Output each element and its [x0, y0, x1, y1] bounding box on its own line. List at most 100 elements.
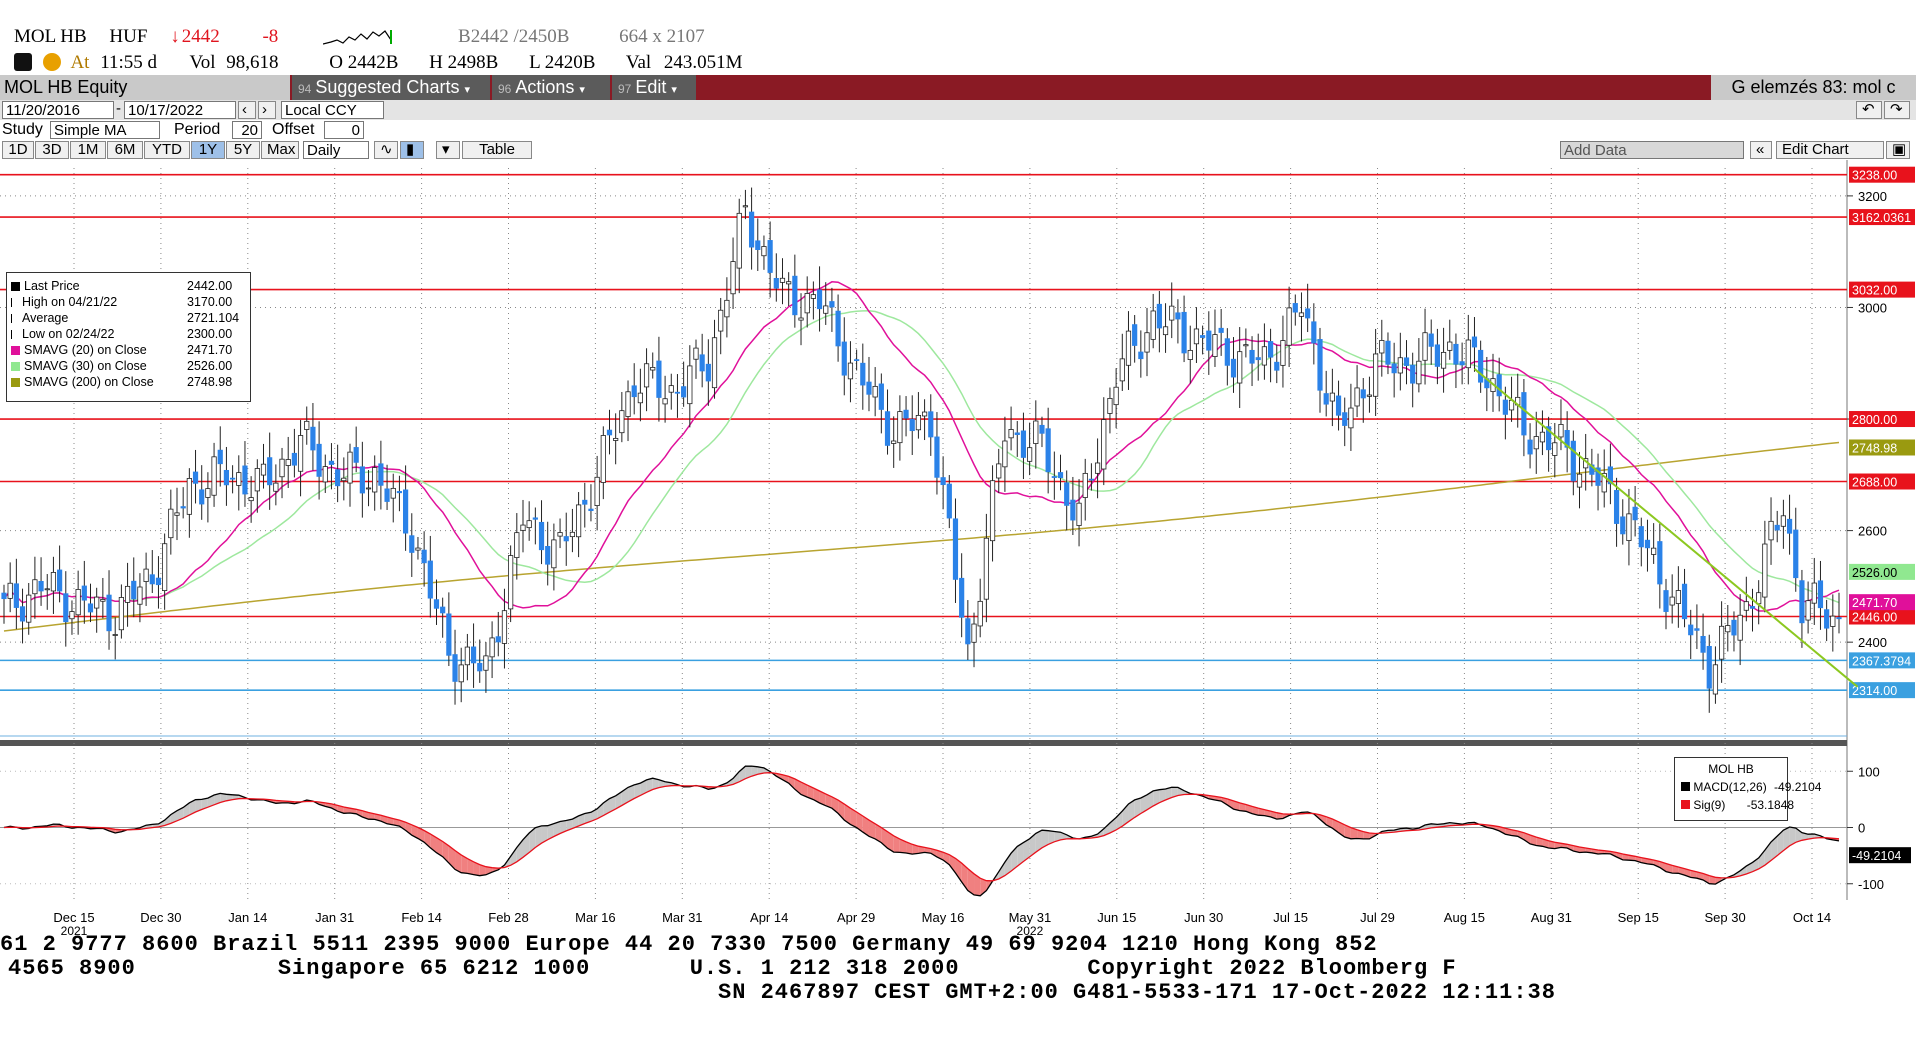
macd-fill: [1783, 827, 1790, 851]
chart-settings-icon[interactable]: ▣: [1886, 141, 1910, 159]
actions-menu[interactable]: 96 Actions ▾: [492, 75, 610, 100]
candle-body: [829, 301, 835, 308]
macd-fill: [899, 839, 907, 853]
edit-menu[interactable]: 97 Edit ▾: [612, 75, 696, 100]
candle-body: [1360, 389, 1366, 399]
candle-body: [1335, 395, 1342, 416]
redo-icon[interactable]: ↷: [1884, 101, 1910, 119]
macd-fill: [862, 816, 869, 837]
macd-fill: [467, 858, 474, 875]
macd-fill: [881, 827, 888, 849]
offset-field[interactable]: 0: [324, 121, 364, 139]
candle-body: [569, 531, 576, 538]
macd-fill: [1165, 787, 1172, 800]
macd-fill: [801, 782, 808, 798]
macd-fill: [1505, 828, 1512, 836]
undo-icon[interactable]: ↶: [1856, 101, 1882, 119]
candle-body: [1045, 428, 1051, 473]
quote-line: MOL HB HUF ↓ 2442 -8 B2442 /2450B 664 x 2…: [14, 26, 723, 48]
table-button[interactable]: Table: [462, 141, 532, 159]
end-date-field[interactable]: 10/17/2022: [124, 101, 236, 119]
macd-fill: [553, 821, 561, 837]
line-chart-icon[interactable]: ∿: [374, 141, 398, 159]
range-button-5y[interactable]: 5Y: [226, 141, 260, 159]
candle-body: [94, 596, 100, 609]
legend-label: Last Price: [24, 279, 80, 293]
menu-number: 97: [618, 82, 632, 96]
range-button-1y[interactable]: 1Y: [191, 141, 225, 159]
frequency-select[interactable]: Daily: [303, 141, 369, 159]
candle-body: [470, 646, 477, 664]
macd-fill: [214, 793, 221, 805]
macd-fill: [782, 774, 789, 784]
range-button-3d[interactable]: 3D: [35, 141, 69, 159]
candle-body: [192, 471, 199, 484]
macd-fill: [943, 852, 950, 865]
level-label-bg: [1849, 682, 1915, 699]
candle-body: [1020, 430, 1027, 458]
macd-tick-label: 0: [1858, 821, 1865, 836]
candle-body: [996, 463, 1002, 479]
candle-body: [841, 341, 847, 376]
period-field[interactable]: 20: [232, 121, 262, 139]
candle-body: [1206, 330, 1212, 351]
start-date-field[interactable]: 11/20/2016: [2, 101, 114, 119]
macd-fill: [510, 847, 517, 866]
candle-body: [773, 278, 779, 289]
candle-chart-icon[interactable]: ▮: [400, 141, 424, 159]
last-label-bg: [1849, 563, 1915, 580]
range-button-1d[interactable]: 1D: [2, 141, 34, 159]
macd-fill: [1134, 798, 1141, 818]
range-button-ytd[interactable]: YTD: [144, 141, 190, 159]
suggested-charts-menu[interactable]: 94 Suggested Charts ▾: [292, 75, 490, 100]
candle-body: [1712, 664, 1719, 695]
candle-body: [538, 521, 545, 551]
candle-body: [433, 599, 440, 609]
chart-type-dropdown-icon[interactable]: ▾: [436, 141, 460, 159]
legend-row: SMAVG (30) on Close 2526.00: [11, 359, 232, 374]
candle-body: [1502, 399, 1508, 415]
candle-body: [1181, 311, 1187, 354]
candle-body: [724, 299, 730, 318]
candle-body: [921, 411, 928, 417]
x-tick-label: May 31: [1009, 910, 1052, 925]
range-button-max[interactable]: Max: [261, 141, 299, 159]
macd-fill: [522, 833, 530, 858]
macd-fill: [1004, 853, 1012, 876]
high-marker-icon: [11, 298, 18, 308]
legend-value: 2526.00: [187, 359, 233, 373]
candle-body: [155, 577, 162, 586]
macd-fill: [405, 822, 412, 836]
x-tick-label: Aug 15: [1444, 910, 1485, 925]
macd-fill: [541, 825, 548, 844]
candle-body: [909, 418, 915, 432]
legend-row: Average 2721.104: [11, 311, 239, 326]
volume-label: Vol: [189, 52, 216, 73]
y-tick-label: 2400: [1858, 635, 1887, 650]
candle-body: [1051, 476, 1057, 478]
chevron-right-icon[interactable]: ›: [258, 101, 276, 119]
candle-body: [211, 456, 217, 496]
legend-row: SMAVG (20) on Close 2471.70: [11, 343, 232, 358]
add-data-input[interactable]: Add Data: [1560, 141, 1744, 159]
double-chevron-left-icon[interactable]: «: [1750, 141, 1772, 159]
level-label-bg: [1849, 209, 1915, 226]
range-button-6m[interactable]: 6M: [107, 141, 143, 159]
security-field[interactable]: MOL HB Equity: [0, 75, 290, 100]
macd-value: -49.2104: [1774, 780, 1822, 794]
candle-body: [1212, 334, 1218, 357]
study-select[interactable]: Simple MA: [50, 121, 160, 139]
candle-body: [1280, 340, 1286, 366]
chevron-left-icon[interactable]: ‹: [238, 101, 256, 119]
candle-body: [335, 469, 341, 487]
candle-body: [959, 577, 965, 618]
volume-value: 98,618: [226, 52, 279, 73]
currency-select[interactable]: Local CCY: [281, 101, 384, 119]
range-button-1m[interactable]: 1M: [70, 141, 106, 159]
edit-chart-button[interactable]: Edit Chart: [1776, 141, 1884, 159]
macd-fill: [448, 845, 456, 870]
legend-row: SMAVG (200) on Close 2748.98: [11, 375, 232, 390]
legend-swatch: [11, 346, 20, 356]
candle-body: [112, 634, 118, 636]
